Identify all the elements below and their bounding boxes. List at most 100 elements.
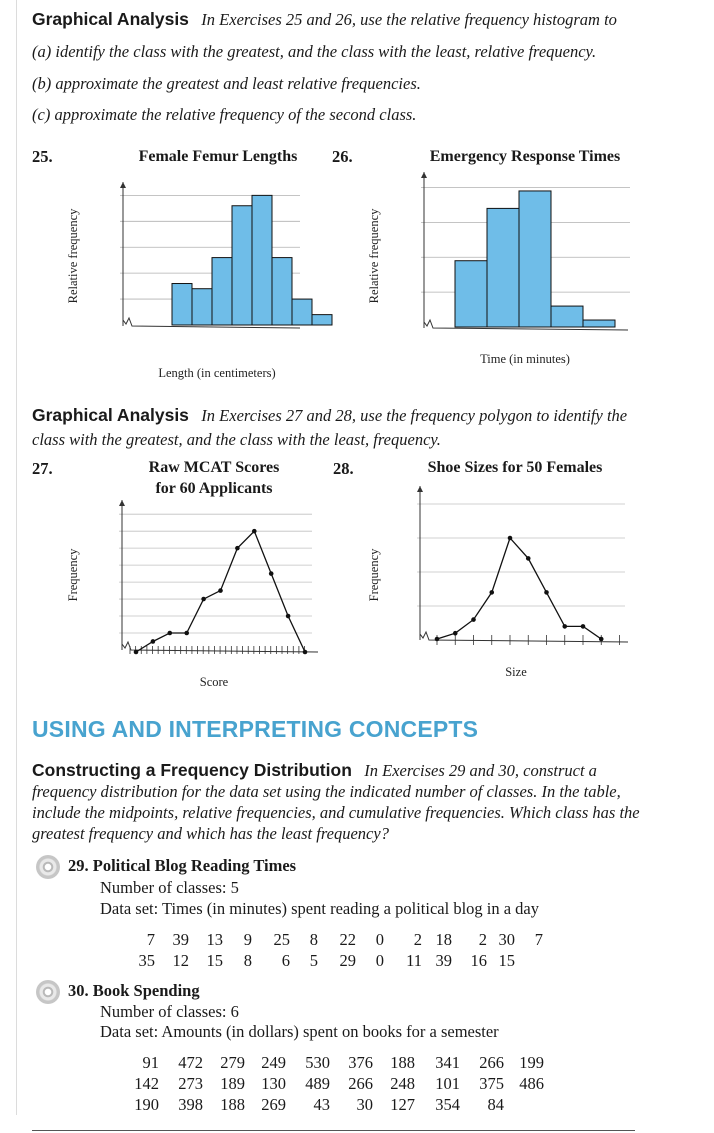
- data-value: 7: [534, 930, 543, 949]
- instruction-a: (a) identify the class with the greatest…: [32, 42, 597, 61]
- y-axis-label: Relative frequency: [66, 208, 80, 303]
- data-value: 188: [390, 1053, 415, 1072]
- data-point: [167, 630, 173, 636]
- data-value: 248: [390, 1074, 415, 1093]
- data-value: 0: [375, 930, 384, 949]
- data-value: 29: [339, 951, 357, 970]
- data-value: 2: [478, 930, 487, 949]
- data-value: 39: [172, 930, 190, 949]
- data-value: 376: [348, 1053, 373, 1072]
- data-value: 16: [470, 951, 488, 970]
- data-value: 7: [146, 930, 155, 949]
- histogram-bar: [582, 319, 616, 328]
- frequency-distribution-text: In Exercises 29 and 30, construct a freq…: [32, 761, 640, 843]
- data-value: 0: [375, 951, 384, 970]
- x-axis: [423, 318, 629, 331]
- data-value: 530: [305, 1053, 330, 1072]
- data-value: 375: [479, 1074, 504, 1093]
- data-value: 13: [206, 930, 224, 949]
- histogram-bar: [311, 314, 333, 326]
- data-value: 35: [138, 951, 156, 970]
- data-value: 188: [220, 1095, 245, 1114]
- histogram-bar: [550, 305, 584, 328]
- histogram-bar: [518, 190, 552, 328]
- frequency-polygon-line: [436, 536, 602, 640]
- data-point: [133, 649, 139, 655]
- exercise-28-number: 28.: [333, 459, 354, 478]
- data-value: 9: [243, 930, 252, 949]
- exercise-26-title: Emergency Response Times: [429, 148, 621, 165]
- data-value: 91: [142, 1053, 160, 1072]
- data-value: 130: [261, 1074, 286, 1093]
- x-axis: [419, 630, 629, 643]
- data-value: 266: [348, 1074, 373, 1093]
- data-value: 30: [356, 1095, 374, 1114]
- data-value: 269: [261, 1095, 286, 1114]
- data-value: 266: [479, 1053, 504, 1072]
- data-value: 11: [406, 951, 422, 970]
- exercise-30-dataset: Data set: Amounts (in dollars) spent on …: [100, 1022, 499, 1041]
- data-point: [507, 535, 513, 541]
- data-value: 8: [309, 930, 318, 949]
- data-point: [285, 613, 291, 619]
- graphical-analysis-lead-2: Graphical Analysis: [32, 405, 189, 425]
- data-point: [218, 588, 223, 593]
- exercise-30-classes: Number of classes: 6: [100, 1002, 239, 1021]
- data-point: [525, 556, 531, 561]
- data-value: 127: [390, 1095, 415, 1114]
- exercise-25-number: 25.: [32, 147, 53, 166]
- data-point: [580, 624, 586, 629]
- data-value: 486: [519, 1074, 544, 1093]
- data-value: 398: [178, 1095, 203, 1114]
- bottom-rule: [32, 1130, 635, 1131]
- data-point: [302, 649, 308, 655]
- data-value: 39: [435, 951, 453, 970]
- data-row: 190 398 188 269 43 30 127 354 84: [131, 1095, 544, 1116]
- frequency-distribution-intro: Constructing a Frequency Distribution In…: [32, 760, 662, 844]
- graphical-analysis-intro-2: Graphical Analysis In Exercises 27 and 2…: [32, 404, 662, 451]
- y-axis-arrow: [417, 486, 423, 492]
- data-value: 15: [206, 951, 224, 970]
- data-point: [434, 636, 440, 642]
- exercise-27-number: 27.: [32, 459, 53, 478]
- data-value: 142: [134, 1074, 159, 1093]
- y-axis-label: Frequency: [66, 548, 80, 602]
- graphical-analysis-text: In Exercises 25 and 26, use the relative…: [201, 10, 617, 29]
- y-axis-arrow: [119, 500, 125, 506]
- data-value: 25: [273, 930, 291, 949]
- histogram-bar: [486, 207, 520, 328]
- data-point: [252, 528, 257, 534]
- data-point: [471, 617, 476, 622]
- data-row: 7 39 13 9 25 8 22 0 2 18 2 30 7: [131, 930, 543, 951]
- data-value: 18: [435, 930, 453, 949]
- exercise-26-number: 26.: [332, 147, 353, 166]
- data-point: [268, 571, 274, 576]
- data-value: 12: [172, 951, 190, 970]
- graphical-analysis-text-2: In Exercises 27 and 28, use the frequenc…: [32, 406, 628, 449]
- data-value: 472: [178, 1053, 203, 1072]
- exercise-28-title: Shoe Sizes for 50 Females: [427, 459, 603, 476]
- data-value: 84: [487, 1095, 505, 1114]
- x-axis-label: Length (in centimeters): [158, 366, 275, 380]
- data-value: 341: [435, 1053, 460, 1072]
- data-value: 30: [498, 930, 516, 949]
- response-time-histogram: Relative frequency Time (in minutes): [367, 172, 630, 366]
- cd-icon: [36, 855, 60, 879]
- data-point: [452, 630, 458, 636]
- cd-icon: [36, 980, 60, 1004]
- x-axis-label: Score: [200, 675, 229, 689]
- y-axis-arrow: [421, 172, 427, 178]
- data-point: [235, 545, 240, 551]
- x-axis-label: Time (in minutes): [480, 352, 570, 366]
- exercise-30-data-rows: 91 472 279 249 530 376 188 341 266 199 142 273 189 13…: [131, 1053, 544, 1116]
- section-heading: USING AND INTERPRETING CONCEPTS: [32, 716, 479, 742]
- exercise-29-data-rows: 7 39 13 9 25 8 22 0 2 18 2 30 7 35 12 15 8 6 5 29 0 11 39 16 15: [131, 930, 544, 972]
- y-axis-label: Relative frequency: [367, 208, 381, 303]
- data-value: 489: [305, 1074, 330, 1093]
- exercise-27-title: Raw MCAT Scores: [148, 459, 280, 476]
- graphical-analysis-lead: Graphical Analysis: [32, 9, 189, 29]
- data-value: 2: [413, 930, 422, 949]
- data-value: 189: [220, 1074, 245, 1093]
- histogram-bar: [271, 257, 293, 326]
- data-value: 199: [519, 1053, 544, 1072]
